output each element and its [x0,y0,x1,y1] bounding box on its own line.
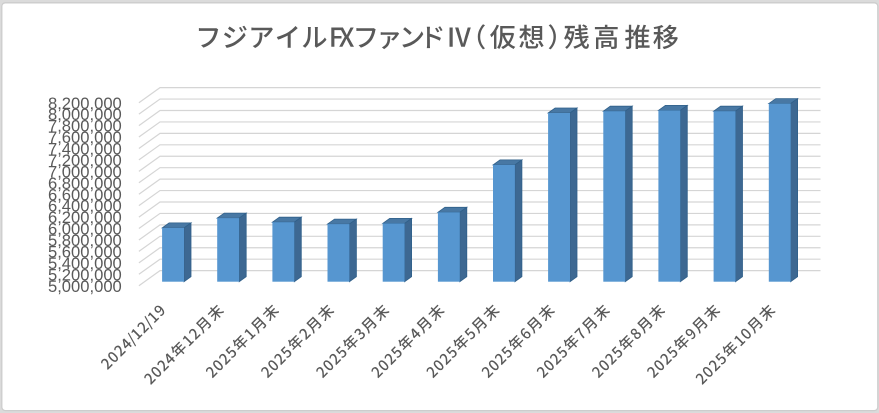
svg-text:6,000,000: 6,000,000 [48,220,122,239]
svg-text:5,400,000: 5,400,000 [48,254,122,273]
svg-text:8,200,000: 8,200,000 [48,94,122,113]
svg-text:7,600,000: 7,600,000 [48,128,122,147]
svg-text:6,600,000: 6,600,000 [48,185,122,204]
svg-text:5,600,000: 5,600,000 [48,242,122,261]
svg-text:7,800,000: 7,800,000 [48,117,122,136]
svg-text:6,400,000: 6,400,000 [48,197,122,216]
svg-text:7,000,000: 7,000,000 [48,162,122,181]
svg-text:8,000,000: 8,000,000 [48,105,122,124]
svg-text:6,200,000: 6,200,000 [48,208,122,227]
svg-text:7,400,000: 7,400,000 [48,140,122,159]
svg-text:5,200,000: 5,200,000 [48,265,122,284]
svg-text:6,800,000: 6,800,000 [48,174,122,193]
svg-text:5,000,000: 5,000,000 [48,277,122,296]
svg-text:7,200,000: 7,200,000 [48,151,122,170]
svg-text:5,800,000: 5,800,000 [48,231,122,250]
